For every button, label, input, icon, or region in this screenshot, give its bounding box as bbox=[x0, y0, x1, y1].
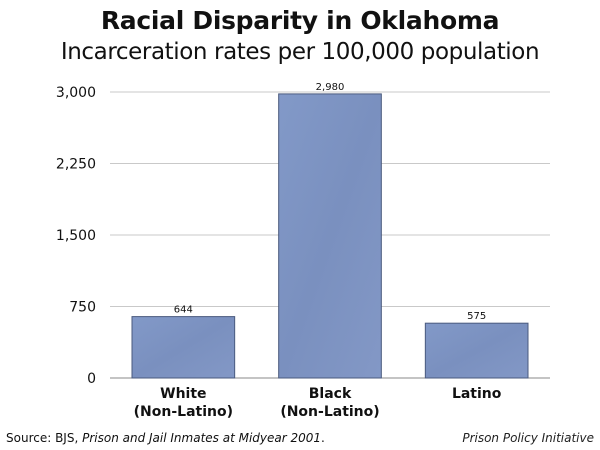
bar-value-label: 644 bbox=[174, 305, 193, 316]
bars: 644 2,980 575 bbox=[131, 82, 529, 379]
category-label: (Non-Latino) bbox=[280, 404, 379, 420]
bar bbox=[131, 316, 236, 379]
category-label: White bbox=[160, 386, 206, 402]
category-label: Black bbox=[309, 386, 352, 402]
source-title: Prison and Jail Inmates at Midyear 2001 bbox=[82, 431, 322, 445]
y-tick-label: 2,250 bbox=[56, 157, 96, 173]
source-prefix: Source: BJS, bbox=[6, 431, 83, 445]
y-tick-label: 0 bbox=[87, 371, 96, 387]
y-tick-label: 750 bbox=[69, 300, 96, 316]
bar-value-label: 575 bbox=[467, 311, 486, 322]
y-tick-label: 3,000 bbox=[56, 85, 96, 101]
category-labels: White (Non-Latino) Black (Non-Latino) Latino bbox=[134, 386, 502, 420]
chart-title: Racial Disparity in Oklahoma bbox=[100, 6, 500, 35]
bar bbox=[278, 93, 382, 379]
bar-value-label: 2,980 bbox=[316, 82, 345, 93]
source-suffix: . bbox=[321, 431, 325, 445]
category-label: (Non-Latino) bbox=[134, 404, 233, 420]
category-label: Latino bbox=[452, 386, 502, 402]
source-note: Source: BJS, Prison and Jail Inmates at … bbox=[6, 431, 325, 445]
credit-label: Prison Policy Initiative bbox=[462, 431, 594, 445]
bar bbox=[424, 322, 529, 379]
y-tick-label: 1,500 bbox=[56, 228, 96, 244]
chart-subtitle: Incarceration rates per 100,000 populati… bbox=[60, 39, 540, 65]
